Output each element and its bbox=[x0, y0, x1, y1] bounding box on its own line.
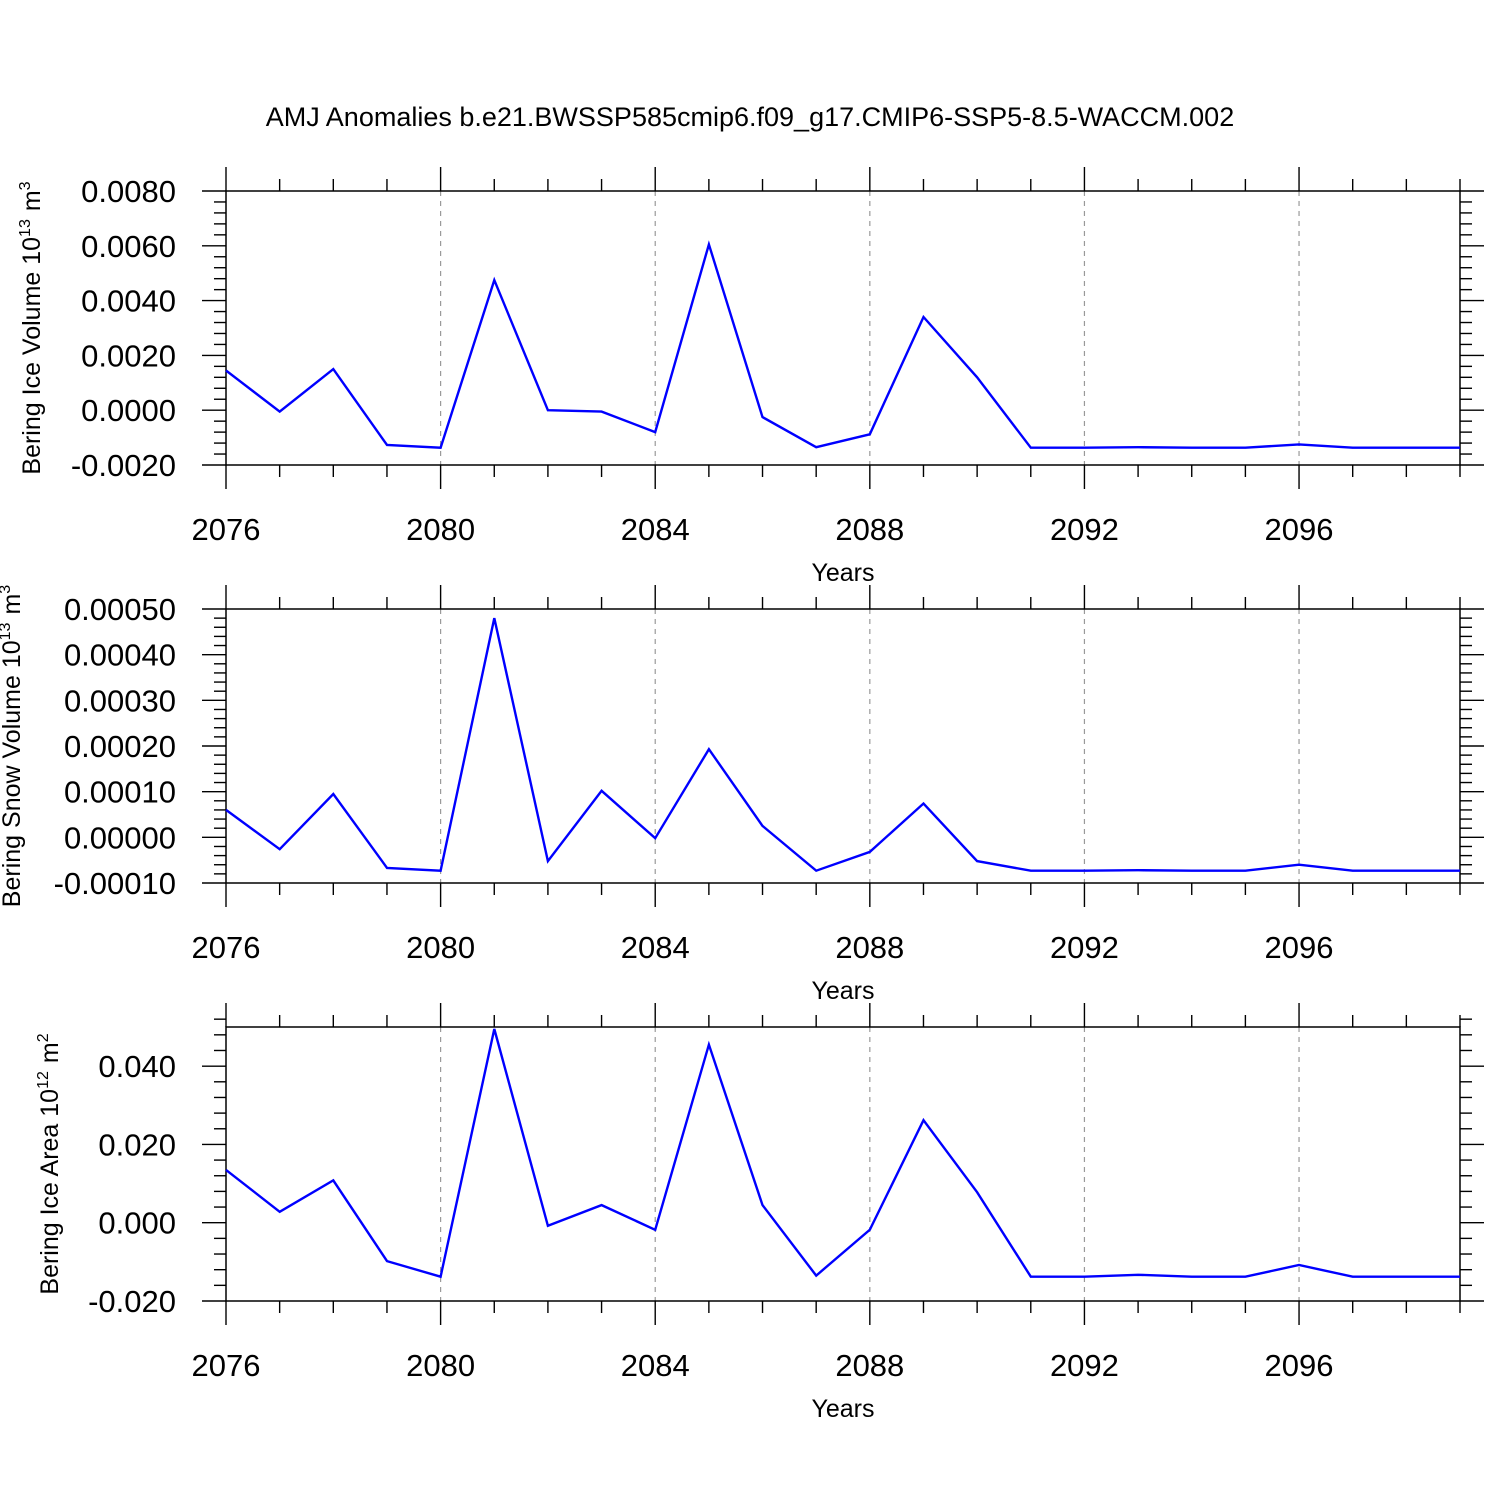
y-tick-label: 0.020 bbox=[98, 1127, 176, 1162]
plot-frame bbox=[225, 190, 1461, 466]
x-tick-label: 2096 bbox=[1265, 930, 1334, 965]
y-axis-label: Bering Ice Area 1012 m2 bbox=[35, 1033, 64, 1294]
y-axis-label: Bering Snow Volume 1013 m3 bbox=[0, 585, 26, 907]
x-tick-label: 2088 bbox=[835, 1348, 904, 1383]
x-tick-label: 2076 bbox=[192, 930, 261, 965]
x-axis-label: Years bbox=[811, 1395, 874, 1423]
series-line bbox=[225, 1028, 1460, 1279]
x-tick-label: 2092 bbox=[1050, 1348, 1119, 1383]
x-tick-label: 2092 bbox=[1050, 512, 1119, 547]
y-tick-label: 0.040 bbox=[98, 1049, 176, 1084]
y-axis-label-unit-exponent: 3 bbox=[17, 181, 34, 190]
y-tick-label: 0.0020 bbox=[81, 338, 176, 373]
x-axis-label: Years bbox=[811, 977, 874, 1005]
x-tick-label: 2084 bbox=[621, 512, 690, 547]
x-axis-label: Years bbox=[811, 559, 874, 587]
y-axis-label-main: Bering Ice Area 10 bbox=[36, 1089, 64, 1295]
x-tick-label: 2080 bbox=[406, 512, 475, 547]
y-tick-label: 0.00050 bbox=[64, 592, 176, 627]
y-axis-label-unit: m bbox=[0, 594, 26, 615]
y-tick-label: 0.0040 bbox=[81, 284, 176, 319]
y-axis-label-unit-exponent: 2 bbox=[35, 1033, 52, 1042]
panel-2: 2076 2080 2084 2088 2092 2096 Years 0.00050 0.00… bbox=[0, 585, 1484, 1005]
y-tick-label: 0.00030 bbox=[64, 683, 176, 718]
x-tick-label: 2076 bbox=[192, 512, 261, 547]
x-tick-label: 2084 bbox=[621, 930, 690, 965]
y-tick-label: -0.0020 bbox=[71, 448, 176, 483]
y-axis-label-unit: m bbox=[18, 190, 46, 211]
y-axis-label-main: Bering Ice Volume 10 bbox=[18, 237, 46, 475]
y-tick-label: 0.0060 bbox=[81, 229, 176, 264]
y-axis-label-unit: m bbox=[36, 1042, 64, 1063]
x-tick-label: 2092 bbox=[1050, 930, 1119, 965]
y-axis-label-unit-exponent: 3 bbox=[0, 585, 14, 594]
x-tick-label: 2096 bbox=[1265, 1348, 1334, 1383]
y-tick-label: 0.0080 bbox=[81, 174, 176, 209]
figure-title: AMJ Anomalies b.e21.BWSSP585cmip6.f09_g1… bbox=[266, 102, 1234, 132]
x-tick-label: 2080 bbox=[406, 930, 475, 965]
y-axis-label-exponent: 13 bbox=[17, 219, 34, 237]
y-tick-label: 0.000 bbox=[98, 1206, 176, 1241]
y-tick-label: 0.00040 bbox=[64, 638, 176, 673]
x-tick-label: 2076 bbox=[192, 1348, 261, 1383]
y-tick-label: -0.00010 bbox=[54, 866, 176, 901]
plot-frame bbox=[225, 608, 1461, 884]
y-tick-label: -0.020 bbox=[88, 1284, 176, 1319]
y-tick-label: 0.00020 bbox=[64, 729, 176, 764]
y-tick-label: 0.0000 bbox=[81, 393, 176, 428]
y-axis-label-exponent: 12 bbox=[35, 1071, 52, 1089]
y-axis-label-main: Bering Snow Volume 10 bbox=[0, 640, 26, 907]
x-tick-label: 2080 bbox=[406, 1348, 475, 1383]
series-line bbox=[225, 240, 1460, 449]
plot-frame bbox=[225, 1026, 1461, 1302]
panel-1: 2076 2080 2084 2088 2092 2096 Years 0.0080 0.006… bbox=[17, 167, 1484, 587]
y-tick-label: 0.00010 bbox=[64, 775, 176, 810]
y-axis-label: Bering Ice Volume 1013 m3 bbox=[17, 181, 46, 474]
x-tick-label: 2096 bbox=[1265, 512, 1334, 547]
y-axis-label-exponent: 13 bbox=[0, 622, 14, 640]
x-tick-label: 2088 bbox=[835, 930, 904, 965]
y-tick-label: 0.00000 bbox=[64, 820, 176, 855]
x-tick-label: 2088 bbox=[835, 512, 904, 547]
series-line bbox=[225, 617, 1460, 873]
x-tick-label: 2084 bbox=[621, 1348, 690, 1383]
panel-3: 2076 2080 2084 2088 2092 2096 Years 0.040 0.020 0… bbox=[35, 1003, 1484, 1423]
